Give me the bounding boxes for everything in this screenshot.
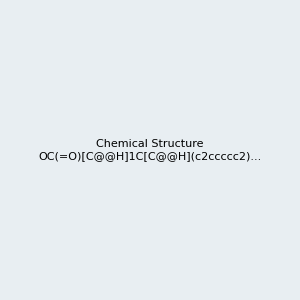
Text: Chemical Structure
OC(=O)[C@@H]1C[C@@H](c2ccccc2)...: Chemical Structure OC(=O)[C@@H]1C[C@@H](… (38, 139, 262, 161)
